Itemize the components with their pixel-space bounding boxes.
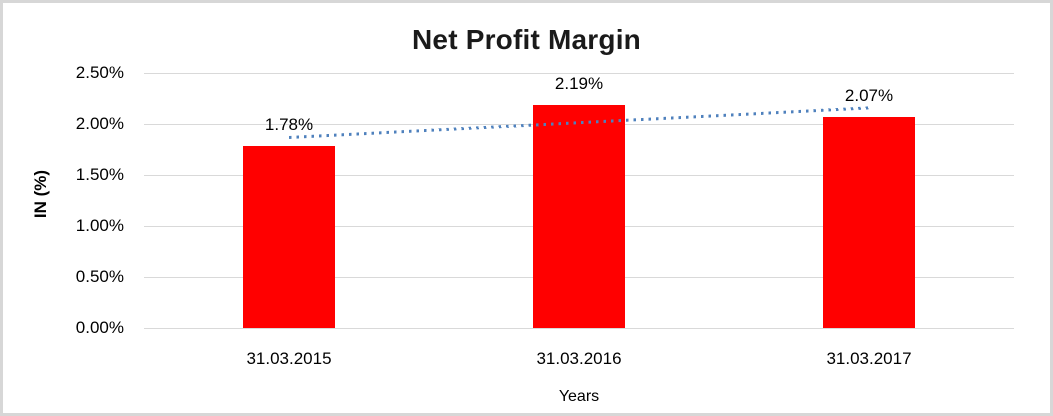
bar-value-label: 2.19% <box>554 73 604 93</box>
bar-value-label: 1.78% <box>264 115 314 135</box>
y-tick-label: 1.00% <box>75 216 124 235</box>
y-tick-label: 0.00% <box>75 318 124 337</box>
x-axis-title: Years <box>558 388 600 405</box>
bar[interactable] <box>243 146 335 328</box>
category-label: 31.03.2017 <box>826 349 912 368</box>
bar[interactable] <box>533 104 625 328</box>
y-gridline <box>144 73 1014 74</box>
y-gridline <box>144 328 1014 329</box>
y-tick-label: 2.00% <box>75 114 124 133</box>
bar-value-label: 2.07% <box>844 85 894 105</box>
y-tick-label: 1.50% <box>75 165 124 184</box>
y-tick-label: 2.50% <box>75 63 124 82</box>
y-tick-label: 0.50% <box>75 267 124 286</box>
chart-title: Net Profit Margin <box>412 24 641 55</box>
category-label: 31.03.2015 <box>246 349 332 368</box>
category-label: 31.03.2016 <box>536 349 622 368</box>
bar[interactable] <box>823 116 915 328</box>
